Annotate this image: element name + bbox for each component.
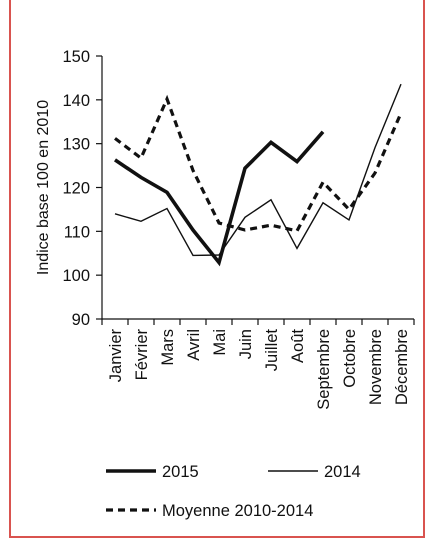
y-tick-label: 130: [62, 136, 90, 154]
x-tick-label: Novembre: [367, 329, 385, 405]
series-line-0: [113, 130, 325, 267]
x-tick-label: Décembre: [393, 329, 411, 405]
y-tick-label: 120: [62, 180, 90, 198]
series-line-2: [114, 94, 403, 233]
x-tick-label: Avril: [185, 329, 203, 361]
legend-label-moyenne: Moyenne 2010-2014: [162, 502, 313, 520]
y-axis-title: Indice base 100 en 2010: [35, 100, 52, 275]
x-tick-label: Juillet: [263, 329, 281, 372]
x-tick-label: Mars: [159, 329, 177, 366]
legend-label-2014: 2014: [324, 463, 361, 481]
x-tick-label: Février: [133, 329, 151, 381]
x-tick-label: Juin: [237, 329, 255, 359]
y-tick-label: 140: [62, 92, 90, 110]
chart-frame: [9, 0, 425, 538]
series-line-1: [114, 83, 402, 257]
x-tick-label: Octobre: [341, 329, 359, 388]
series-layer: [113, 83, 403, 267]
y-tick-label: 100: [62, 267, 90, 285]
y-tick-label: 90: [72, 311, 90, 329]
y-tick-label: 110: [64, 223, 90, 241]
x-tick-label: Septembre: [315, 329, 333, 410]
x-tick-label: Mai: [211, 329, 229, 356]
legend-label-2015: 2015: [162, 463, 199, 481]
legend: 2015 2014 Moyenne 2010-2014: [106, 463, 361, 520]
x-tick-label: Janvier: [107, 329, 125, 383]
y-tick-label: 150: [62, 48, 90, 66]
axes: 90 100 110 120 130 140 150 Janvier Février Mars Av…: [62, 48, 415, 410]
x-tick-label: Août: [289, 329, 307, 363]
